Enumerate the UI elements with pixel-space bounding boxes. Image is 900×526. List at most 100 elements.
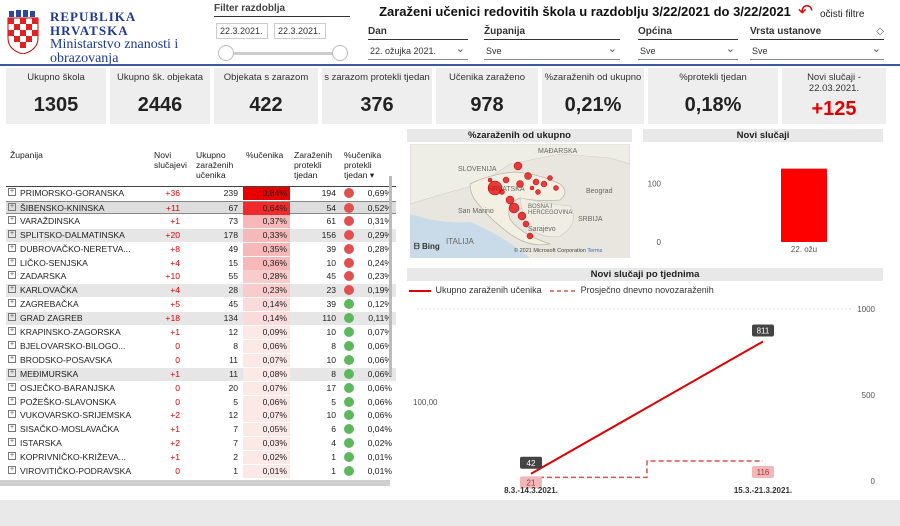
col-header-pct[interactable]: %učenika bbox=[246, 150, 284, 160]
expand-icon[interactable]: + bbox=[8, 313, 16, 322]
table-row[interactable]: + POŽEŠKO-SLAVONSKA 0 5 0,06% 5 0,06% bbox=[6, 395, 396, 409]
new-cases-cell: +8 bbox=[170, 243, 180, 254]
date-slider-start-handle[interactable] bbox=[218, 45, 234, 61]
col-header-novi[interactable]: Novi slučajevi bbox=[154, 150, 187, 170]
table-row[interactable]: + SISAČKO-MOSLAVAČKA +1 7 0,05% 6 0,04% bbox=[6, 423, 396, 437]
bar-22-ozu[interactable] bbox=[781, 168, 827, 242]
series-ukupno-line[interactable] bbox=[530, 340, 764, 475]
croatia-map[interactable]: MAĐARSKA SLOVENIJA HRVATSKA BOSNA I HERC… bbox=[410, 144, 630, 258]
pct-cell: 0,03% bbox=[243, 437, 290, 451]
expand-icon[interactable]: + bbox=[8, 410, 16, 419]
last-week-cell: 10 bbox=[326, 354, 336, 365]
expand-icon[interactable]: + bbox=[8, 340, 16, 349]
eraser-icon[interactable]: ◇ bbox=[876, 26, 884, 37]
table-row[interactable]: + VUKOVARSKO-SRIJEMSKA +2 12 0,07% 10 0,06% bbox=[6, 409, 396, 423]
table-row[interactable]: + VARAŽDINSKA +1 73 0,37% 61 0,31% bbox=[6, 214, 396, 228]
expand-icon[interactable]: + bbox=[8, 382, 16, 391]
slicer-zupanija[interactable]: Županija Sve ⌄ bbox=[484, 26, 620, 62]
col-header-pct-protekli[interactable]: %učenika protekli tjedan ▾ bbox=[344, 150, 394, 180]
expand-icon[interactable]: + bbox=[8, 229, 16, 238]
status-dot-icon bbox=[344, 271, 354, 282]
table-row[interactable]: + KOPRIVNIČKO-KRIŽEVA... +1 2 0,02% 1 0,01% bbox=[6, 451, 396, 465]
new-cases-cell: +1 bbox=[170, 215, 180, 226]
table-row[interactable]: + ZAGREBAČKA +5 45 0,14% 39 0,12% bbox=[6, 298, 396, 312]
undo-arrow-icon: ↶ bbox=[798, 1, 814, 21]
table-row[interactable]: + DUBROVAČKO-NERETVA... +8 49 0,35% 39 0,28% bbox=[6, 242, 396, 256]
slicer-opcina[interactable]: Općina Sve ⌄ bbox=[638, 26, 738, 62]
kpi-card: Objekata s zarazom 422 bbox=[214, 68, 318, 124]
table-row[interactable]: + BRODSKO-POSAVSKA 0 11 0,07% 10 0,06% bbox=[6, 353, 396, 367]
pct-cell: 0,05% bbox=[243, 423, 290, 437]
map-copyright-text: © 2021 Microsoft Corporation bbox=[514, 248, 586, 254]
table-row[interactable]: + OSJEČKO-BARANJSKA 0 20 0,07% 17 0,06% bbox=[6, 381, 396, 395]
table-row[interactable]: + SPLITSKO-DALMATINSKA +20 178 0,33% 156 0,29% bbox=[6, 228, 396, 242]
table-row[interactable]: + VIROVITIČKO-PODRAVSKA 0 1 0,01% 1 0,01% bbox=[6, 465, 396, 478]
expand-icon[interactable]: + bbox=[8, 299, 16, 308]
kpi-card: Ukupno šk. objekata 2446 bbox=[110, 68, 210, 124]
table-row[interactable]: + GRAD ZAGREB +18 134 0,14% 110 0,11% bbox=[6, 312, 396, 326]
last-week-cell: 45 bbox=[326, 271, 336, 282]
pct-cell: 0,09% bbox=[243, 326, 290, 339]
table-row[interactable]: + ZADARSKA +10 55 0,28% 45 0,23% bbox=[6, 270, 396, 284]
table-row[interactable]: + LIČKO-SENJSKA +4 15 0,36% 10 0,24% bbox=[6, 256, 396, 270]
expand-icon[interactable]: + bbox=[8, 257, 16, 266]
date-to-input[interactable]: 22.3.2021. bbox=[274, 23, 326, 39]
slicer-dan[interactable]: Dan 22. ožujka 2021. ⌄ bbox=[368, 26, 468, 62]
table-row[interactable]: + ISTARSKA +2 7 0,03% 4 0,02% bbox=[6, 437, 396, 451]
col-header-protekli[interactable]: Zaraženih protekli tjedan bbox=[294, 150, 333, 180]
expand-icon[interactable]: + bbox=[8, 202, 16, 211]
expand-icon[interactable]: + bbox=[8, 243, 16, 252]
kpi-card: %zaraženih od ukupno 0,21% bbox=[542, 68, 644, 124]
chevron-down-icon: ⌄ bbox=[455, 43, 465, 55]
expand-icon[interactable]: + bbox=[8, 285, 16, 294]
date-slider-end-handle[interactable] bbox=[332, 45, 348, 61]
slicer-vrsta-dropdown[interactable]: Sve ⌄ bbox=[750, 43, 884, 60]
table-horizontal-scrollbar[interactable] bbox=[0, 480, 390, 486]
status-dot-icon bbox=[344, 340, 354, 351]
expand-icon[interactable]: + bbox=[8, 466, 16, 474]
slicer-vrsta-ustanove[interactable]: Vrsta ustanove ◇ Sve ⌄ bbox=[750, 26, 884, 62]
table-row[interactable]: + ŠIBENSKO-KNINSKA +11 67 0,64% 54 0,52% bbox=[6, 200, 396, 215]
expand-icon[interactable]: + bbox=[8, 396, 16, 405]
pct-cell: 0,37% bbox=[243, 214, 290, 228]
pct-last-week-cell: 0,06% bbox=[367, 396, 392, 407]
expand-icon[interactable]: + bbox=[8, 327, 16, 335]
date-slider-track[interactable] bbox=[224, 52, 338, 55]
col-header-ukupno[interactable]: Ukupno zaraženih učenika bbox=[196, 150, 234, 180]
status-dot-icon bbox=[344, 410, 354, 421]
expand-icon[interactable]: + bbox=[8, 452, 16, 461]
expand-icon[interactable]: + bbox=[8, 368, 16, 377]
expand-icon[interactable]: + bbox=[8, 271, 16, 280]
county-name: KOPRIVNIČKO-KRIŽEVA... bbox=[20, 452, 126, 463]
series-prosjecno-line[interactable] bbox=[531, 460, 763, 479]
expand-icon[interactable]: + bbox=[8, 188, 16, 196]
table-row[interactable]: + KRAPINSKO-ZAGORSKA +1 12 0,09% 10 0,07% bbox=[6, 326, 396, 339]
slicer-zupanija-dropdown[interactable]: Sve ⌄ bbox=[484, 43, 620, 60]
table-scrollbar[interactable] bbox=[389, 176, 392, 376]
expand-icon[interactable]: + bbox=[8, 424, 16, 433]
county-name: DUBROVAČKO-NERETVA... bbox=[20, 243, 131, 254]
table-row[interactable]: + BJELOVARSKO-BILOGO... 0 8 0,06% 8 0,06% bbox=[6, 339, 396, 353]
total-cell: 15 bbox=[228, 257, 238, 268]
total-cell: 45 bbox=[228, 299, 238, 310]
last-week-cell: 10 bbox=[326, 410, 336, 421]
expand-icon[interactable]: + bbox=[8, 354, 16, 363]
slicer-dan-dropdown[interactable]: 22. ožujka 2021. ⌄ bbox=[368, 43, 468, 60]
slicer-opcina-dropdown[interactable]: Sve ⌄ bbox=[638, 43, 738, 60]
county-name: POŽEŠKO-SLAVONSKA bbox=[20, 396, 116, 407]
col-header-zupanija[interactable]: Županija bbox=[10, 150, 43, 160]
table-row[interactable]: + KARLOVAČKA +4 28 0,23% 23 0,19% bbox=[6, 284, 396, 298]
clear-filters-button[interactable]: ↶ očisti filtre bbox=[798, 2, 898, 24]
expand-icon[interactable]: + bbox=[8, 438, 16, 447]
table-row[interactable]: + MEĐIMURSKA +1 11 0,08% 8 0,06% bbox=[6, 367, 396, 381]
county-name: ISTARSKA bbox=[20, 438, 62, 449]
new-cases-cell: +4 bbox=[170, 285, 180, 296]
kpi-value: 422 bbox=[249, 94, 283, 116]
new-cases-cell: +1 bbox=[170, 327, 180, 337]
date-from-input[interactable]: 22.3.2021. bbox=[216, 23, 268, 39]
map-terms-link[interactable]: Terms bbox=[587, 248, 603, 254]
pct-cell: 0,07% bbox=[243, 381, 290, 395]
legend-solid-label: Ukupno zaraženih učenika bbox=[435, 285, 542, 295]
expand-icon[interactable]: + bbox=[8, 215, 16, 224]
table-row[interactable]: + PRIMORSKO-GORANSKA +36 239 0,84% 194 0,69% bbox=[6, 187, 396, 200]
